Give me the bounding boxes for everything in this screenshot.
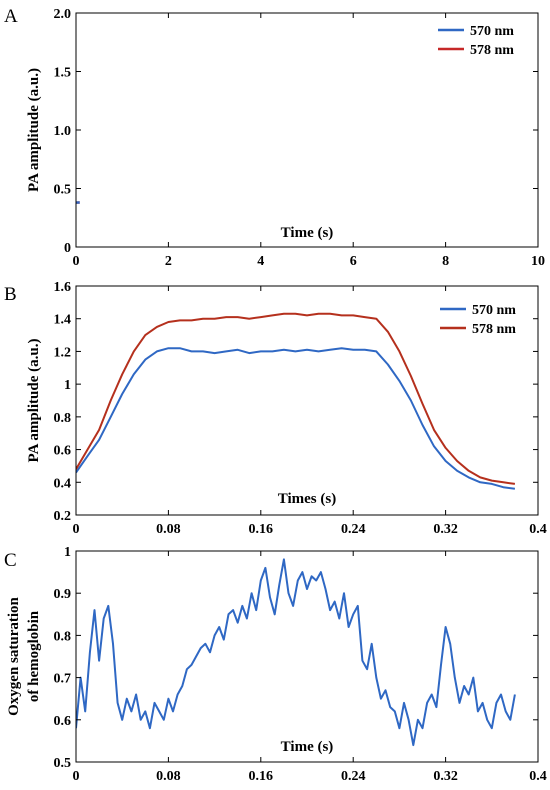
legend-label: 578 nm	[472, 322, 516, 337]
legend-label: 570 nm	[472, 303, 516, 318]
y-tick-label: 0.7	[54, 672, 72, 687]
legend: 570 nm 578 nm	[438, 24, 514, 58]
y-tick-label: 1	[64, 378, 71, 393]
panel-letter: B	[4, 284, 17, 305]
x-tick-label: 0	[73, 769, 80, 784]
x-tick-label: 0.16	[249, 522, 274, 537]
x-tick-label: 4	[257, 254, 264, 269]
y-axis-label-line: of hemoglobin	[26, 610, 42, 702]
x-tick-label: 0.08	[156, 522, 181, 537]
axes-box	[75, 550, 539, 763]
x-tick-label: 0	[73, 522, 80, 537]
y-axis-label: PA amplitude (a.u.)	[26, 339, 42, 463]
y-tick-label: 1.2	[54, 345, 72, 360]
x-tick-label: 0.4	[529, 522, 547, 537]
x-tick-label: 0.08	[156, 769, 181, 784]
y-tick-label: 0	[64, 241, 71, 256]
panel-letter: C	[4, 550, 17, 571]
x-axis-label: Time (s)	[281, 739, 334, 755]
panel-b: B 0 0.08 0.16 0.24 0.32 0.4 0.2 0.4 0.6 0.8 1 1.2 1.4…	[4, 280, 547, 537]
x-tick-label: 8	[442, 254, 449, 269]
y-tick-label: 1.0	[54, 124, 72, 139]
plot-data	[76, 558, 516, 747]
legend: 570 nm 578 nm	[440, 303, 516, 337]
y-axis-label: PA amplitude (a.u.)	[26, 68, 42, 192]
y-tick-label: 0.8	[54, 629, 72, 644]
x-tick-label: 10	[531, 254, 545, 269]
plot-data	[76, 312, 516, 490]
x-tick-label: 0.32	[433, 522, 458, 537]
y-tick-label: 0.5	[54, 756, 72, 771]
panel-a: A 0 2 4 6 8 10 0 0.5 1.0 1.5 2.0 Time (s) PA amplitud…	[4, 6, 545, 269]
y-tick-label: 0.5	[54, 183, 72, 198]
y-tick-label: 1.4	[54, 313, 72, 328]
y-tick-label: 1.6	[54, 280, 72, 295]
axes-box	[75, 12, 539, 248]
x-tick-label: 0.24	[341, 522, 366, 537]
x-tick-label: 2	[165, 254, 172, 269]
panel-letter: A	[4, 6, 18, 27]
y-axis-label-line: Oxygen saturation	[6, 596, 22, 715]
y-tick-label: 0.6	[54, 444, 72, 459]
legend-label: 570 nm	[470, 24, 514, 39]
x-axis-label: Times (s)	[278, 491, 336, 507]
axes-box	[75, 285, 539, 516]
series-line-570-nm	[76, 347, 516, 490]
y-tick-label: 1.5	[54, 66, 72, 81]
x-tick-label: 6	[350, 254, 357, 269]
x-tick-label: 0.32	[433, 769, 458, 784]
y-tick-label: 0.9	[54, 587, 72, 602]
x-axis-label: Time (s)	[281, 225, 334, 241]
y-tick-label: 0.4	[54, 476, 72, 491]
series-line-saturation	[76, 558, 516, 747]
panel-c: C 0 0.08 0.16 0.24 0.32 0.4 0.5 0.6 0.7 0.8 0.9 1 Tim…	[4, 545, 547, 784]
y-tick-label: 0.2	[54, 509, 72, 524]
series-line-578-nm	[76, 312, 516, 485]
legend-label: 578 nm	[470, 43, 514, 58]
y-tick-label: 0.6	[54, 714, 72, 729]
x-tick-label: 0.4	[529, 769, 547, 784]
x-tick-label: 0	[73, 254, 80, 269]
y-tick-label: 0.8	[54, 411, 72, 426]
y-tick-label: 1	[64, 545, 71, 560]
x-tick-label: 0.16	[249, 769, 274, 784]
x-tick-label: 0.24	[341, 769, 366, 784]
y-tick-label: 2.0	[54, 7, 72, 22]
